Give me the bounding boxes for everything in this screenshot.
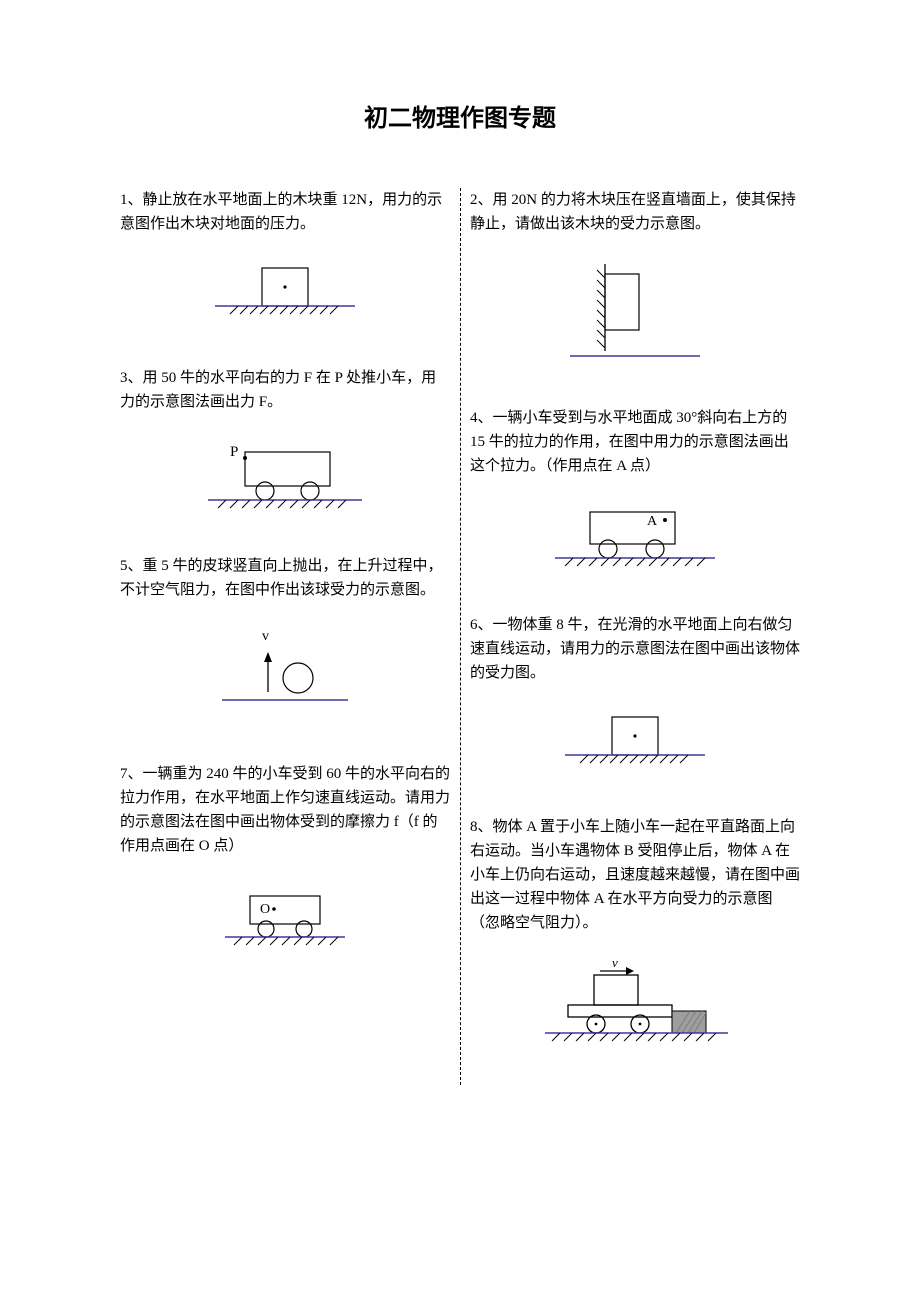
problem-5-text: 5、重 5 牛的皮球竖直向上抛出，在上升过程中，不计空气阻力，在图中作出该球受力…	[120, 554, 450, 602]
problem-2-figure	[470, 256, 800, 376]
problem-8: 8、物体 A 置于小车上随小车一起在平直路面上向右运动。当小车遇物体 B 受阻停…	[470, 815, 800, 1055]
problem-5-figure: v	[120, 622, 450, 732]
problem-1-figure	[120, 256, 450, 336]
two-column-layout: 1、静止放在水平地面上的木块重 12N，用力的示意图作出木块对地面的压力。	[110, 188, 810, 1085]
problem-4-figure: A	[470, 498, 800, 583]
problem-1-text: 1、静止放在水平地面上的木块重 12N，用力的示意图作出木块对地面的压力。	[120, 188, 450, 236]
label-O: O	[260, 902, 270, 917]
problem-7-text: 7、一辆重为 240 牛的小车受到 60 牛的水平向右的拉力作用，在水平地面上作…	[120, 762, 450, 858]
problem-8-figure: v	[470, 955, 800, 1055]
problem-2: 2、用 20N 的力将木块压在竖直墙面上，使其保持静止，请做出该木块的受力示意图…	[470, 188, 800, 376]
label-A: A	[647, 514, 658, 529]
right-column: 2、用 20N 的力将木块压在竖直墙面上，使其保持静止，请做出该木块的受力示意图…	[460, 188, 810, 1085]
problem-2-text: 2、用 20N 的力将木块压在竖直墙面上，使其保持静止，请做出该木块的受力示意图…	[470, 188, 800, 236]
problem-8-text: 8、物体 A 置于小车上随小车一起在平直路面上向右运动。当小车遇物体 B 受阻停…	[470, 815, 800, 935]
problem-6-figure	[470, 705, 800, 785]
left-column: 1、静止放在水平地面上的木块重 12N，用力的示意图作出木块对地面的压力。	[110, 188, 460, 1085]
problem-4-text: 4、一辆小车受到与水平地面成 30°斜向右上方的 15 牛的拉力的作用，在图中用…	[470, 406, 800, 478]
label-P: P	[230, 444, 238, 460]
problem-4: 4、一辆小车受到与水平地面成 30°斜向右上方的 15 牛的拉力的作用，在图中用…	[470, 406, 800, 583]
page-title: 初二物理作图专题	[110, 100, 810, 138]
problem-3-figure: P	[120, 434, 450, 524]
problem-6: 6、一物体重 8 牛，在光滑的水平地面上向右做匀速直线运动，请用力的示意图法在图…	[470, 613, 800, 785]
problem-5: 5、重 5 牛的皮球竖直向上抛出，在上升过程中，不计空气阻力，在图中作出该球受力…	[120, 554, 450, 732]
problem-7-figure: O	[120, 878, 450, 963]
problem-3: 3、用 50 牛的水平向右的力 F 在 P 处推小车，用力的示意图法画出力 F。…	[120, 366, 450, 524]
problem-7: 7、一辆重为 240 牛的小车受到 60 牛的水平向右的拉力作用，在水平地面上作…	[120, 762, 450, 963]
problem-6-text: 6、一物体重 8 牛，在光滑的水平地面上向右做匀速直线运动，请用力的示意图法在图…	[470, 613, 800, 685]
problem-1: 1、静止放在水平地面上的木块重 12N，用力的示意图作出木块对地面的压力。	[120, 188, 450, 336]
column-divider	[460, 188, 461, 1085]
problem-3-text: 3、用 50 牛的水平向右的力 F 在 P 处推小车，用力的示意图法画出力 F。	[120, 366, 450, 414]
label-v: v	[262, 629, 269, 644]
label-v: v	[612, 955, 618, 970]
